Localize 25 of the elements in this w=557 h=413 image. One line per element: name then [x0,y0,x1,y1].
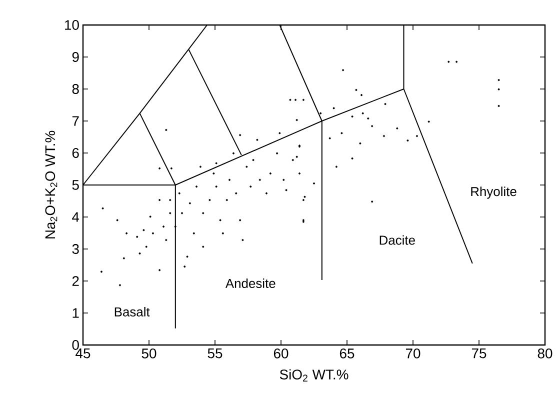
y-tick-label: 2 [72,276,79,286]
annotation: Dacite [380,235,415,245]
y-tick-label: 3 [72,244,79,254]
x-tick-label: 70 [406,348,420,358]
x-tick-label: 60 [274,348,288,358]
y-tick-label: 9 [72,52,79,62]
annotation: Andesite [225,278,276,288]
x-tick-label: 50 [142,348,156,358]
y-tick-label: 1 [72,308,79,318]
y-tick-label: 7 [72,116,79,126]
x-tick-label: 75 [472,348,486,358]
x-tick-label: 65 [340,348,354,358]
y-tick-label: 5 [72,180,79,190]
x-tick-label: 80 [538,348,552,358]
y-tick-label: 10 [65,20,79,30]
y-tick-label: 8 [72,84,79,94]
y-axis-title: Na$_{2}$O+K$_{2}$O WT.% [45,130,58,238]
y-tick-label: 4 [72,212,80,222]
x-tick-label: 45 [76,348,90,358]
x-tick-label: 55 [208,348,222,358]
x-axis-title: SiO$_{2}$ WT.% [280,369,348,382]
y-tick-label: 0 [72,340,79,350]
annotation: Basalt [114,306,150,316]
y-tick-label: 6 [72,148,79,158]
annotation: Rhyolite [471,186,516,199]
